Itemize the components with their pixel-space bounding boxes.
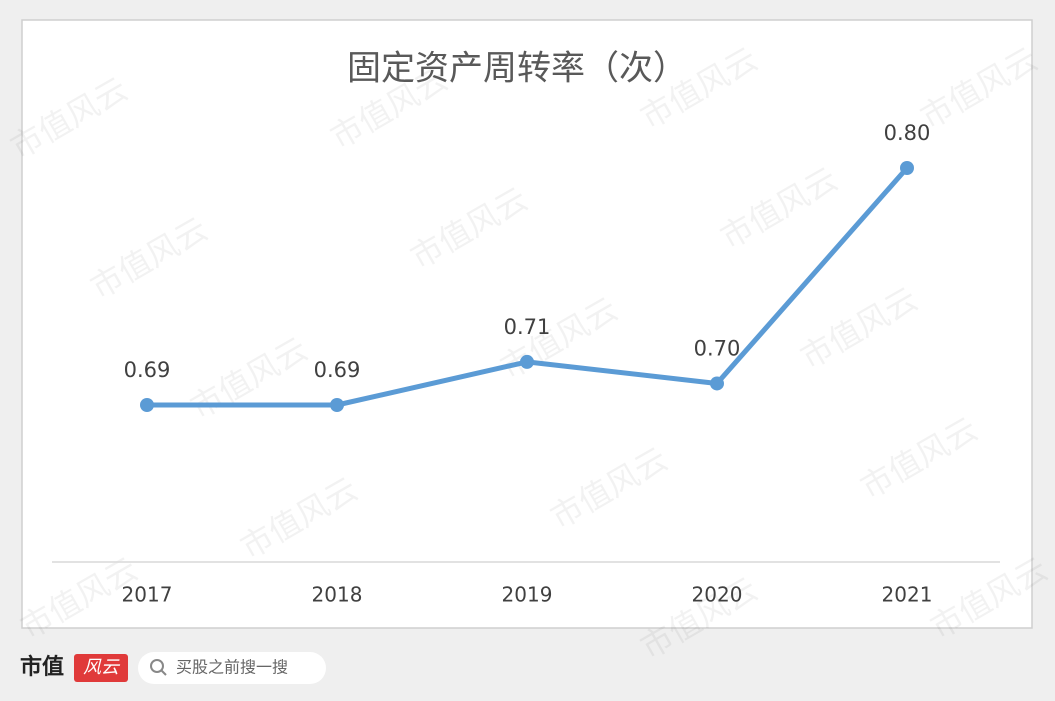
data-label: 0.71 [504, 315, 551, 339]
x-tick-label: 2017 [122, 583, 173, 607]
data-point [900, 161, 914, 175]
data-point [520, 354, 534, 369]
brand: 市值 [20, 654, 64, 680]
data-label: 0.70 [694, 336, 741, 360]
search-placeholder: 买股之前搜一搜 [176, 658, 288, 677]
data-label: 0.69 [314, 358, 361, 382]
data-label: 0.69 [124, 358, 171, 382]
data-point [140, 398, 154, 412]
x-tick-label: 2021 [882, 583, 933, 607]
data-label: 0.80 [884, 121, 931, 145]
data-point [330, 398, 344, 412]
plot: 2017 2018 2019 2020 2021 0.69 0.69 0.71 0.70 0.80 [122, 121, 933, 607]
x-tick-label: 2018 [312, 583, 363, 607]
search-box[interactable] [138, 652, 326, 684]
search-icon [150, 659, 164, 673]
x-tick-label: 2019 [502, 583, 553, 607]
chart-title: 固定资产周转率（次） [347, 49, 687, 89]
chart-panel [21, 19, 1033, 629]
data-point [710, 376, 724, 391]
search-icon-handle [160, 669, 167, 676]
badge: 风云 [83, 657, 121, 678]
x-tick-label: 2020 [692, 583, 743, 607]
badge-bg [74, 654, 128, 682]
